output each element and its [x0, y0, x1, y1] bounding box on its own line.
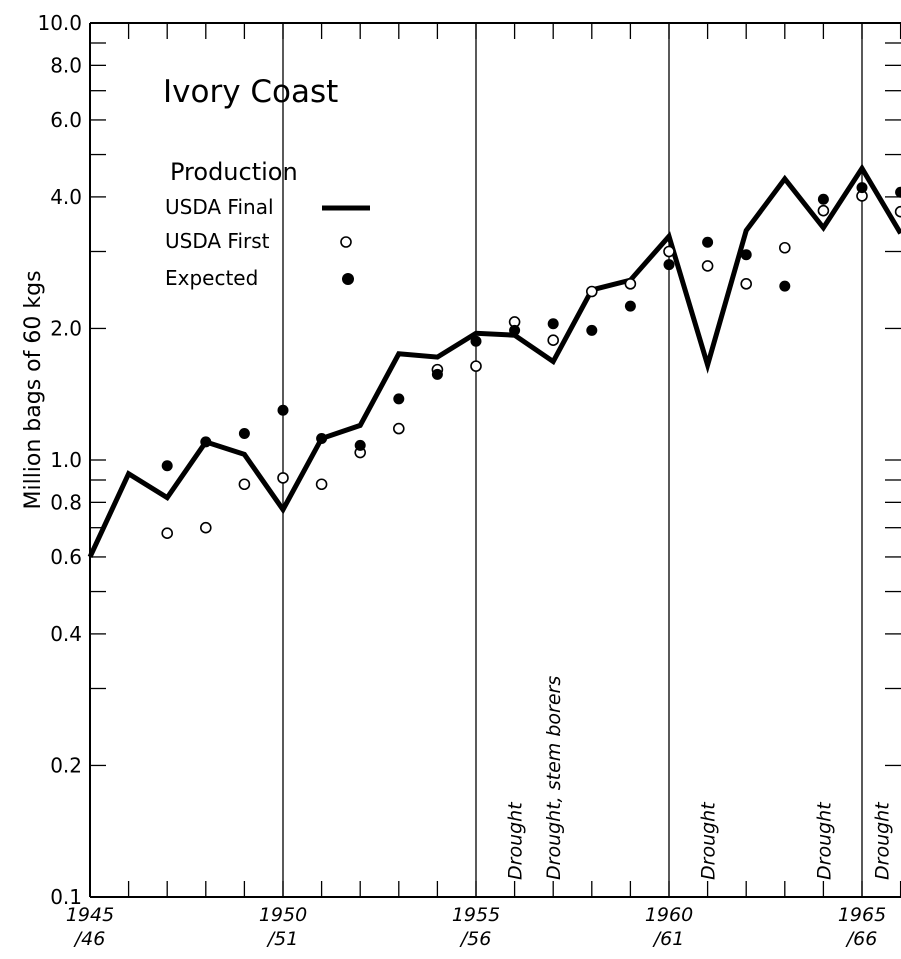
- x-tick-label-season: /66: [845, 928, 878, 950]
- point-usda-first: [701, 260, 714, 272]
- point-expected: [393, 393, 405, 405]
- x-tick-label-year: 1945: [66, 904, 114, 926]
- y-tick-label: 0.1: [50, 885, 82, 909]
- point-expected: [663, 259, 675, 271]
- point-usda-first: [740, 278, 753, 290]
- y-tick-label: 8.0: [50, 53, 82, 77]
- point-usda-first: [277, 472, 289, 484]
- annotation-drought: Drought: [505, 801, 527, 880]
- point-usda-first: [238, 478, 251, 491]
- y-tick-label: 6.0: [50, 108, 82, 132]
- legend-label-usda-first: USDA First: [165, 229, 270, 253]
- annotation-drought: Drought: [813, 801, 835, 880]
- point-expected: [161, 460, 173, 472]
- x-tick-label-year: 1960: [645, 904, 693, 926]
- y-axis-ticks: 10.0 8.0 6.0 4.0 2.0 1.0 0.8 0.6 0.4 0.2 0.1: [37, 11, 901, 909]
- chart-title: Ivory Coast: [163, 74, 338, 110]
- point-expected: [316, 432, 328, 444]
- y-tick-label: 2.0: [50, 316, 82, 340]
- x-tick-label-year: 1965: [838, 904, 886, 926]
- legend: Production USDA Final USDA First Expecte…: [165, 158, 370, 290]
- point-expected: [470, 335, 482, 347]
- point-expected: [200, 436, 212, 448]
- point-usda-first: [817, 204, 830, 217]
- y-tick-label: 10.0: [37, 11, 82, 35]
- point-expected: [277, 404, 289, 416]
- y-tick-label: 0.8: [50, 490, 82, 514]
- x-tick-label-season: /46: [73, 928, 106, 950]
- point-expected: [509, 324, 521, 336]
- point-usda-first: [585, 285, 598, 298]
- point-expected: [431, 368, 443, 380]
- y-tick-label: 4.0: [50, 185, 82, 209]
- legend-swatch-usda-first: [340, 236, 352, 248]
- point-expected: [779, 280, 791, 292]
- point-usda-first: [624, 278, 637, 290]
- legend-title: Production: [170, 158, 298, 186]
- point-usda-first: [778, 241, 791, 254]
- legend-swatch-expected: [342, 273, 354, 285]
- annotation-drought: Drought: [871, 801, 893, 880]
- point-expected: [238, 427, 250, 439]
- point-expected: [856, 182, 868, 194]
- x-tick-label-season: /61: [652, 928, 685, 950]
- point-usda-first: [161, 527, 173, 539]
- y-tick-label: 0.6: [50, 545, 82, 569]
- y-tick-label: 1.0: [50, 448, 82, 472]
- point-expected: [817, 193, 829, 205]
- legend-label-usda-final: USDA Final: [165, 195, 274, 219]
- annotation-drought: Drought, stem borers: [543, 676, 565, 880]
- point-usda-first: [392, 422, 405, 435]
- x-tick-label-year: 1950: [259, 904, 307, 926]
- y-axis-label: Million bags of 60 kgs: [21, 270, 46, 509]
- x-axis-ticks: 1945/46 1950/51 1955/56 1960/61 1965/66: [66, 23, 901, 950]
- x-tick-label-season: /56: [459, 928, 492, 950]
- point-expected: [740, 249, 752, 261]
- x-tick-label-season: /51: [266, 928, 299, 950]
- point-expected: [354, 439, 366, 451]
- point-usda-first: [315, 478, 328, 491]
- annotations: Drought Drought, stem borers Drought Drough…: [505, 676, 894, 880]
- y-tick-label: 0.2: [50, 753, 82, 777]
- point-expected: [547, 318, 559, 330]
- point-usda-first: [894, 205, 901, 218]
- point-expected: [586, 324, 598, 336]
- series-line-usda-final: [87, 163, 901, 559]
- point-usda-first: [470, 360, 482, 372]
- x-tick-label-year: 1955: [452, 904, 500, 926]
- point-usda-first: [200, 521, 212, 534]
- axes: [89, 22, 901, 898]
- series-layer: [87, 163, 901, 559]
- point-expected: [624, 300, 636, 312]
- point-usda-first: [663, 245, 675, 258]
- legend-label-expected: Expected: [165, 266, 258, 290]
- point-expected: [702, 236, 714, 248]
- annotation-drought: Drought: [698, 801, 720, 880]
- point-usda-first: [547, 334, 560, 346]
- point-expected: [895, 186, 901, 198]
- y-tick-label: 0.4: [50, 622, 82, 646]
- vertical-reference-lines: [282, 23, 863, 897]
